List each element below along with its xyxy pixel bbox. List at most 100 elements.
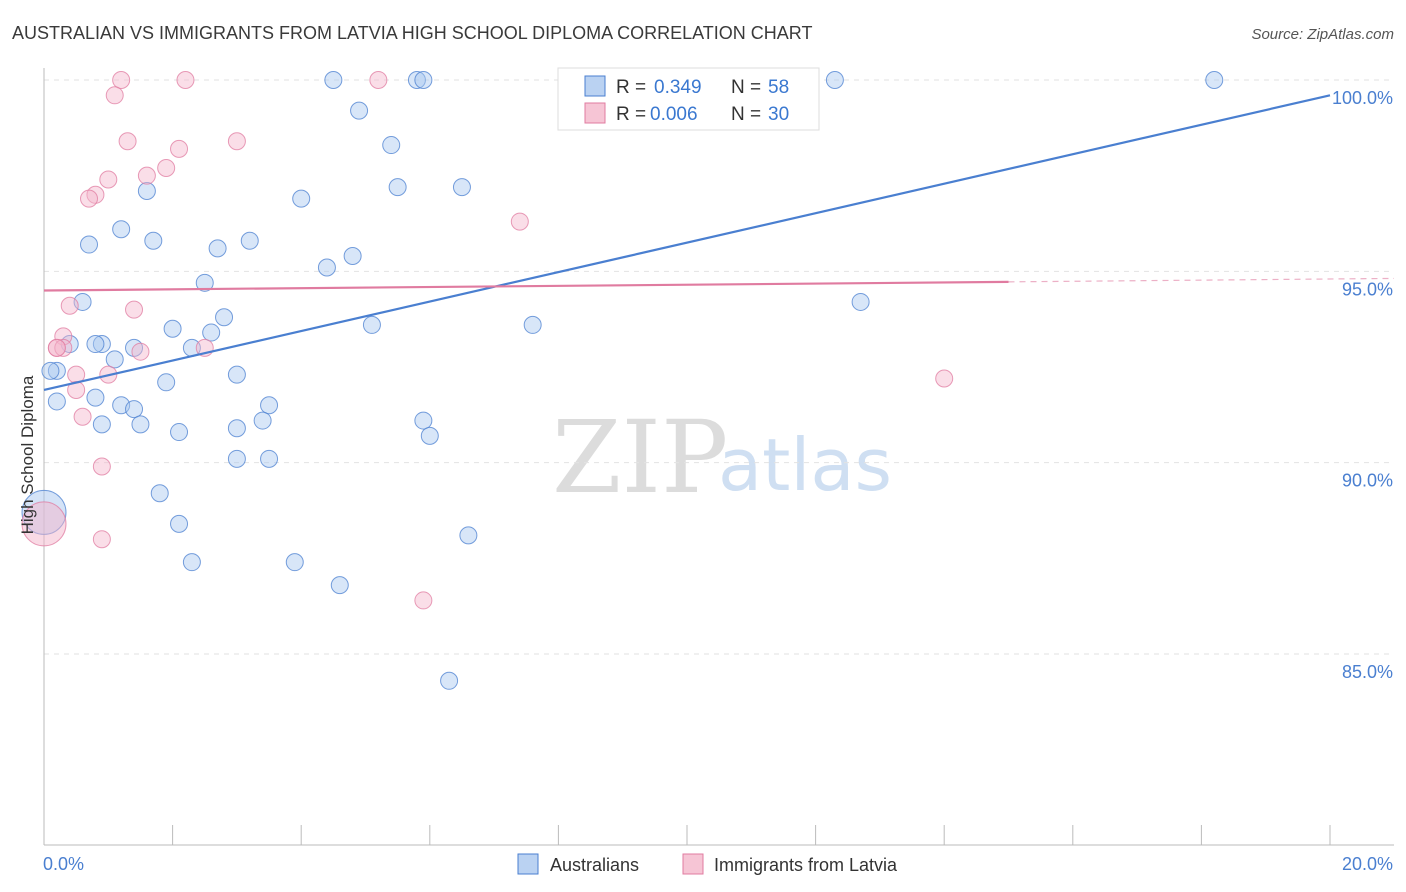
y-tick-label-3: 85.0% bbox=[1342, 662, 1393, 682]
australians-point-2 bbox=[414, 71, 433, 89]
australians-point-4 bbox=[1205, 71, 1224, 89]
watermark-zip: ZIP bbox=[552, 399, 728, 516]
trend-line-0 bbox=[43, 94, 1331, 392]
australians-point-53 bbox=[285, 553, 304, 572]
latvia-point-19 bbox=[131, 342, 150, 361]
australians-point-5 bbox=[350, 101, 369, 120]
australians-point-21 bbox=[163, 319, 182, 338]
australians-point-43 bbox=[414, 411, 433, 430]
chart-source: Source: ZipAtlas.com bbox=[1251, 26, 1394, 43]
australians-point-14 bbox=[208, 239, 227, 258]
latvia-point-24 bbox=[73, 407, 92, 426]
latvia-point-2 bbox=[369, 71, 388, 89]
stats-box: R = 0.349 N = 58 R = 0.006 N = 30 bbox=[557, 67, 820, 131]
australians-point-25 bbox=[523, 315, 542, 334]
australians-point-35 bbox=[86, 388, 105, 407]
legend-swatch-latvia bbox=[682, 853, 704, 875]
latvia-point-14 bbox=[125, 300, 144, 319]
latvia-point-6 bbox=[170, 139, 189, 158]
latvia-point-28 bbox=[21, 501, 67, 547]
latvia-point-25 bbox=[92, 457, 111, 476]
gridlines bbox=[44, 79, 1394, 655]
australians-point-8 bbox=[452, 178, 471, 197]
stats-n-label-0: N = bbox=[731, 77, 761, 98]
y-tick-label-0: 100.0% bbox=[1332, 88, 1393, 108]
stats-swatch-pink bbox=[584, 102, 606, 124]
watermark-atlas: atlas bbox=[718, 423, 892, 507]
australians-point-45 bbox=[170, 423, 189, 442]
australians-point-16 bbox=[343, 247, 362, 266]
series-1-points bbox=[21, 71, 954, 610]
latvia-point-5 bbox=[227, 132, 246, 151]
australians-point-18 bbox=[195, 273, 214, 292]
latvia-point-9 bbox=[99, 170, 118, 189]
australians-point-47 bbox=[227, 449, 246, 468]
stats-n-label-1: N = bbox=[731, 104, 761, 125]
australians-point-48 bbox=[260, 449, 279, 468]
trend-layer bbox=[43, 94, 1395, 392]
australians-point-9 bbox=[137, 181, 156, 200]
australians-point-3 bbox=[825, 71, 844, 89]
australians-point-32 bbox=[47, 361, 66, 380]
australians-point-1 bbox=[407, 71, 426, 89]
legend-label-latvia: Immigrants from Latvia bbox=[714, 855, 898, 875]
axes bbox=[43, 68, 1394, 846]
australians-point-55 bbox=[440, 671, 459, 690]
stats-n-value-1: 30 bbox=[768, 104, 789, 125]
latvia-point-11 bbox=[80, 189, 99, 208]
latvia-point-3 bbox=[105, 86, 124, 105]
stats-r-label-0: R = bbox=[616, 77, 646, 98]
australians-point-39 bbox=[260, 396, 279, 415]
australians-point-40 bbox=[131, 415, 150, 434]
australians-point-38 bbox=[125, 400, 144, 419]
watermark: ZIP atlas bbox=[552, 399, 892, 516]
latvia-point-27 bbox=[414, 591, 433, 610]
latvia-point-13 bbox=[60, 296, 79, 315]
australians-point-46 bbox=[420, 426, 439, 445]
stats-r-value-1: 0.006 bbox=[650, 104, 698, 125]
australians-point-50 bbox=[170, 514, 189, 533]
y-tick-label-1: 95.0% bbox=[1342, 279, 1393, 299]
latvia-point-8 bbox=[137, 166, 156, 185]
australians-point-15 bbox=[240, 231, 259, 250]
x-tick-label-1: 20.0% bbox=[1342, 854, 1393, 874]
latvia-point-0 bbox=[112, 71, 131, 89]
australians-point-49 bbox=[150, 484, 169, 503]
australians-point-17 bbox=[317, 258, 336, 277]
trend-line-1-extension bbox=[1008, 277, 1395, 283]
series-0-points bbox=[21, 71, 1224, 690]
australians-point-23 bbox=[215, 308, 234, 327]
australians-point-33 bbox=[227, 365, 246, 384]
latvia-point-29 bbox=[47, 338, 66, 357]
australians-point-31 bbox=[105, 350, 124, 369]
australians-point-24 bbox=[362, 315, 381, 334]
australians-point-52 bbox=[182, 553, 201, 572]
stats-r-label-1: R = bbox=[616, 104, 646, 125]
stats-swatch-blue bbox=[584, 75, 606, 97]
australians-point-36 bbox=[47, 392, 66, 411]
australians-point-57 bbox=[41, 361, 60, 380]
trend-line-1 bbox=[43, 280, 1009, 292]
legend-swatch-australians bbox=[517, 853, 539, 875]
stats-n-value-0: 58 bbox=[768, 77, 789, 98]
australians-point-42 bbox=[253, 411, 272, 430]
latvia-point-17 bbox=[54, 338, 73, 357]
latvia-point-23 bbox=[67, 380, 86, 399]
y-tick-label-2: 90.0% bbox=[1342, 471, 1393, 491]
latvia-point-1 bbox=[176, 71, 195, 89]
tick-labels: 100.0% 95.0% 90.0% 85.0% 0.0% 20.0% bbox=[43, 88, 1393, 874]
australians-point-10 bbox=[292, 189, 311, 208]
latvia-point-22 bbox=[935, 369, 954, 388]
latvia-point-26 bbox=[92, 530, 111, 549]
australians-point-12 bbox=[80, 235, 99, 254]
australians-point-22 bbox=[202, 323, 221, 342]
australians-point-54 bbox=[330, 576, 349, 595]
chart-title: AUSTRALIAN VS IMMIGRANTS FROM LATVIA HIG… bbox=[12, 23, 812, 43]
australians-point-44 bbox=[227, 419, 246, 438]
points-layer bbox=[21, 71, 1224, 690]
australians-point-0 bbox=[324, 71, 343, 89]
latvia-point-4 bbox=[118, 132, 137, 151]
australians-point-41 bbox=[92, 415, 111, 434]
latvia-point-7 bbox=[157, 159, 176, 178]
